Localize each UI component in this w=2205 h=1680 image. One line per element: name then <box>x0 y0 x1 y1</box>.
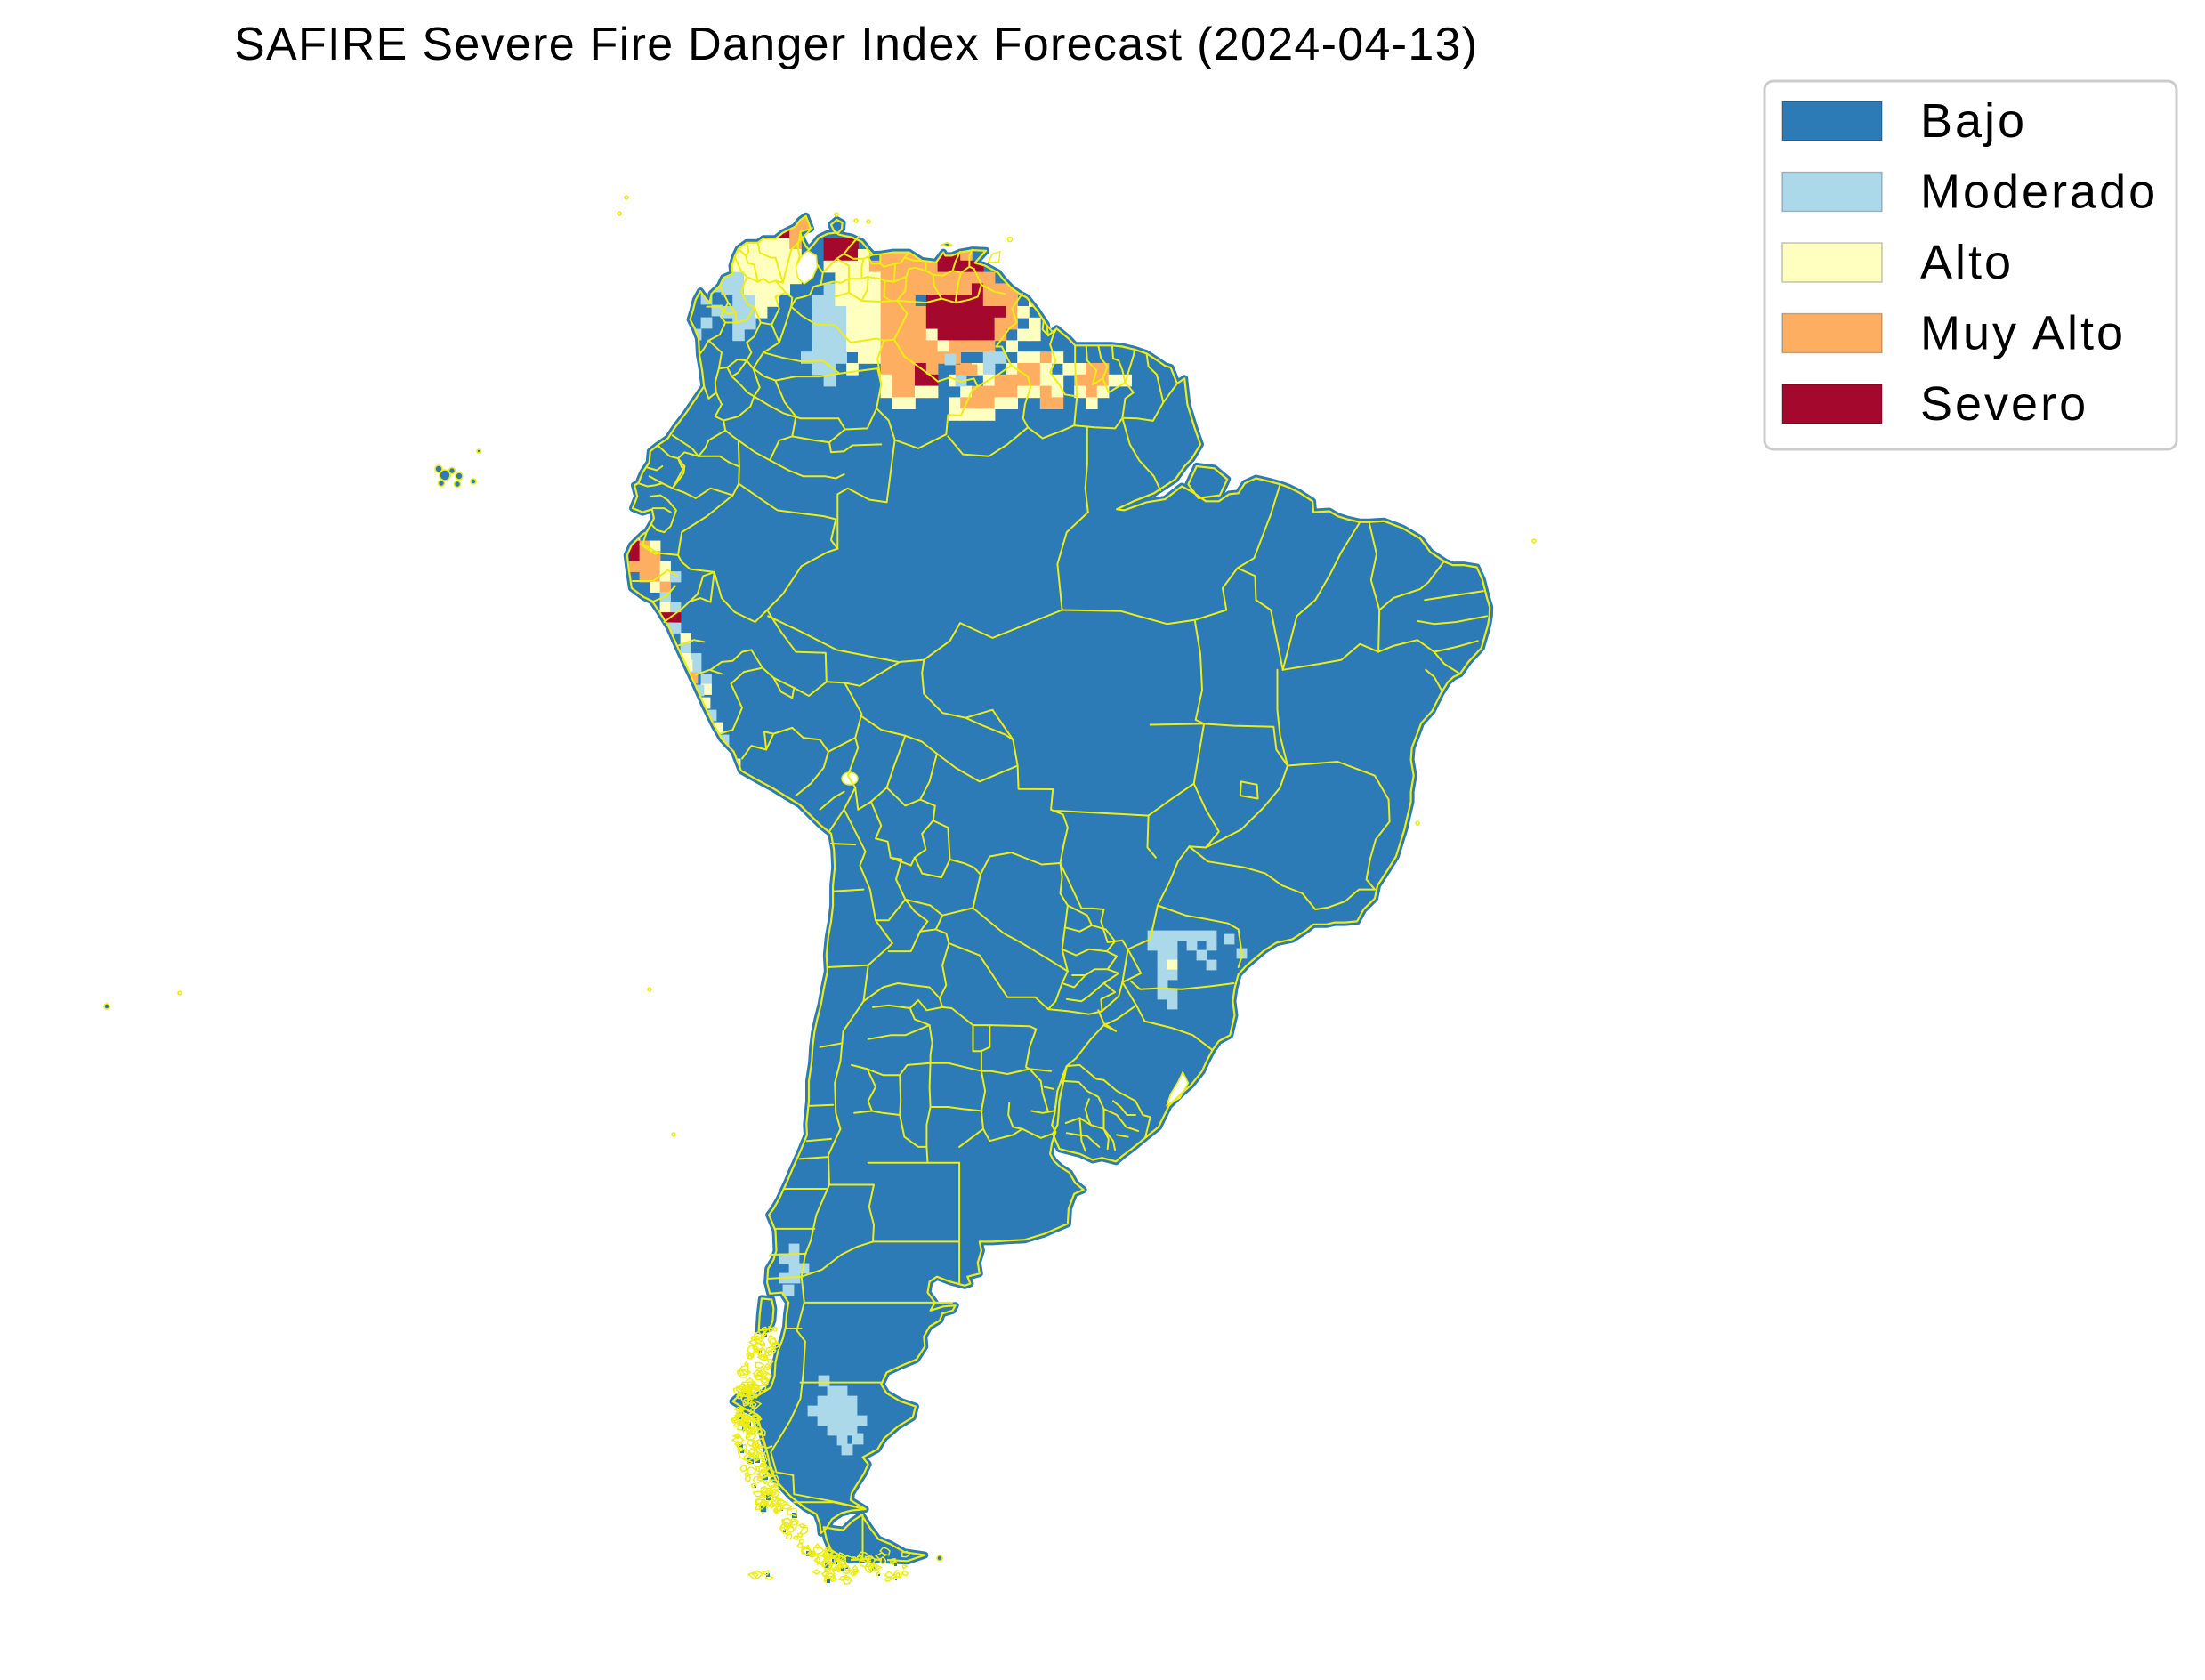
svg-text:Moderado: Moderado <box>1920 166 2158 219</box>
svg-text:Bajo: Bajo <box>1920 94 2027 148</box>
svg-text:Severo: Severo <box>1920 377 2088 431</box>
svg-text:Alto: Alto <box>1920 236 2014 289</box>
svg-text:SAFIRE Severe Fire Danger Inde: SAFIRE Severe Fire Danger Index Forecast… <box>234 19 1478 70</box>
svg-text:Muy Alto: Muy Alto <box>1920 307 2126 360</box>
